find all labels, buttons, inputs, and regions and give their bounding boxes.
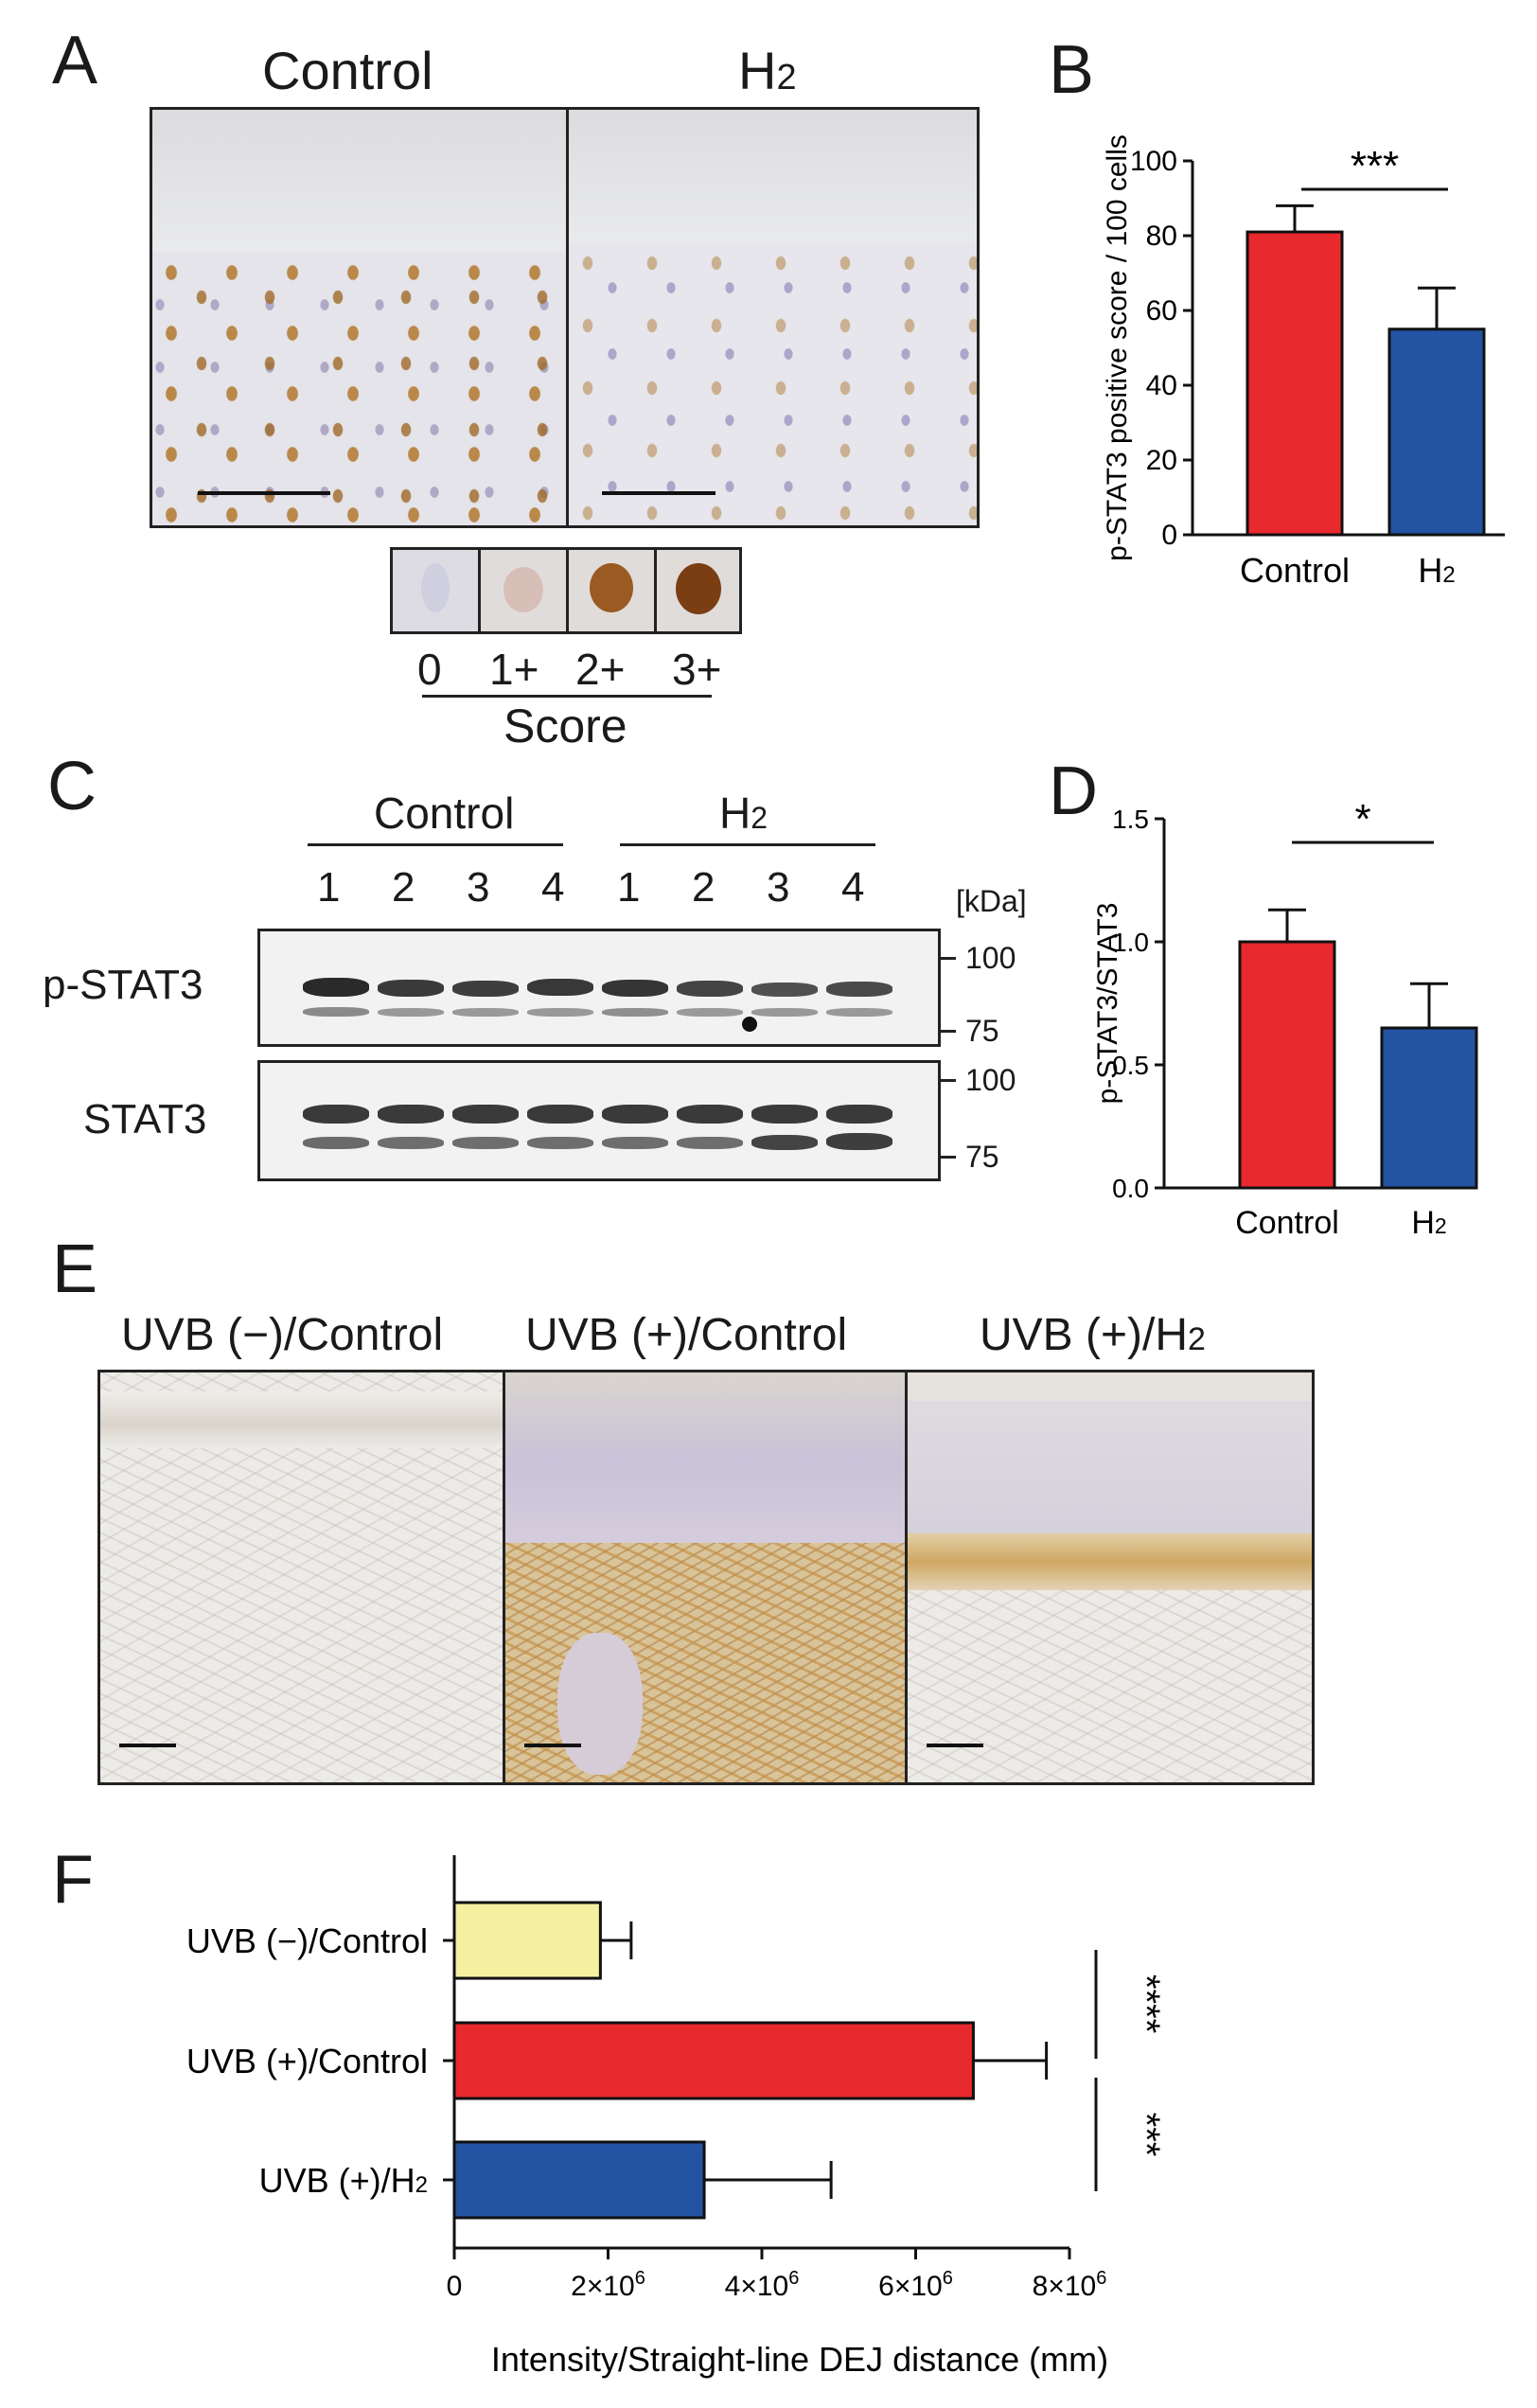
h2-stratum-corneum: [569, 110, 977, 242]
y-tick-label: 40: [1146, 370, 1177, 401]
control-stratum-corneum: [152, 110, 569, 252]
x-category-label: H2: [1418, 551, 1455, 590]
significance-marker: ****: [1125, 1974, 1167, 2033]
bar-row-2: [452, 2021, 975, 2100]
blot-group-h2-line: [620, 843, 875, 846]
blot-group-h2: H2: [719, 788, 768, 838]
lane-number: 2: [692, 864, 716, 911]
y-tick-label: 80: [1146, 221, 1177, 252]
uvb-neg-control-image: [100, 1372, 505, 1782]
significance-marker: ***: [1351, 143, 1399, 189]
blot-group-control: Control: [374, 788, 515, 838]
panel-e-micrographs: [97, 1370, 1315, 1785]
score-3-cell: [657, 550, 739, 631]
lane-number: 4: [541, 864, 565, 911]
y-tick-label: 60: [1146, 295, 1177, 327]
score-label-2: 2+: [575, 645, 626, 694]
x-category-label: Control: [1235, 1205, 1339, 1241]
y-tick-label: 0: [1161, 520, 1177, 551]
y-category-label: UVB (−)/Control: [186, 1921, 428, 1960]
x-tick-label: 0: [447, 2271, 463, 2302]
bar-h2: [1387, 328, 1486, 537]
blot-group-control-line: [308, 843, 563, 846]
x-tick-label: 4×106: [725, 2268, 800, 2302]
h2-epidermis-image: [569, 242, 977, 525]
panel-label-c: C: [47, 749, 97, 824]
uvb-pos-control-image: [505, 1372, 908, 1782]
y-category-label: UVB (+)/H2: [259, 2161, 428, 2200]
mw-marker: 75: [965, 1140, 999, 1174]
panel-label-d: D: [1049, 753, 1098, 829]
significance-marker: ***: [1125, 2113, 1167, 2157]
x-axis-label: Intensity/Straight-line DEJ distance (mm…: [491, 2340, 1108, 2379]
score-0-cell: [393, 550, 478, 631]
lane-number: 3: [467, 864, 490, 911]
panel-label-e: E: [52, 1231, 98, 1307]
y-tick-label: 1.0: [1112, 928, 1149, 957]
lane-number: 1: [317, 864, 341, 911]
score-label-1: 1+: [489, 645, 539, 694]
panel-a-micrographs: [150, 107, 980, 528]
scale-bar: [198, 491, 330, 495]
x-category-label: Control: [1240, 551, 1350, 590]
p-stat3-blot: [257, 929, 941, 1047]
panel-d-chart: 0.0 0.5 1.0 1.5 Control H2 * p-STAT3/STAT3: [1092, 800, 1478, 1241]
panel-a-h2-title: H2: [738, 41, 797, 100]
panel-f-chart: UVB (−)/Control UVB (+)/Control UVB (+)/H2…: [186, 1855, 1167, 2379]
y-tick-label: 0.5: [1112, 1051, 1149, 1080]
lane-number: 4: [841, 864, 865, 911]
bar-row-1: [452, 1901, 602, 1980]
x-tick-label: 2×106: [571, 2268, 645, 2302]
mw-marker: 100: [965, 941, 1016, 975]
uvb-pos-h2-image: [908, 1372, 1312, 1782]
y-tick-label: 20: [1146, 445, 1177, 476]
mw-marker: 100: [965, 1063, 1016, 1097]
significance-marker: *: [1354, 800, 1370, 842]
x-tick-label: 8×106: [1033, 2268, 1107, 2302]
bar-control: [1246, 230, 1344, 537]
stat3-blot: [257, 1060, 941, 1181]
x-tick-label: 6×106: [878, 2268, 953, 2302]
lane-number: 2: [392, 864, 415, 911]
bar-h2: [1380, 1026, 1478, 1190]
panel-a-control-title: Control: [262, 41, 433, 100]
scale-bar: [602, 491, 716, 495]
bar-control: [1238, 940, 1336, 1190]
panel-label-a: A: [52, 23, 98, 98]
y-category-label: UVB (+)/Control: [186, 2042, 428, 2080]
panel-b-chart: 0 20 40 60 80 100 Control H2 *** p-STAT3 positive…: [1102, 134, 1505, 590]
panel-e-title-uvb-pos-control: UVB (+)/Control: [525, 1310, 848, 1360]
row-label-stat3: STAT3: [83, 1096, 207, 1142]
y-axis-label: p-STAT3/STAT3: [1092, 903, 1123, 1105]
y-tick-label: 100: [1130, 146, 1177, 177]
y-tick-label: 0.0: [1112, 1174, 1149, 1203]
panel-label-f: F: [52, 1842, 94, 1918]
panel-e-title-uvb-pos-h2: UVB (+)/H2: [980, 1310, 1206, 1360]
score-title: Score: [504, 699, 627, 752]
row-label-p-stat3: p-STAT3: [43, 962, 203, 1008]
control-epidermis-image: [152, 252, 569, 525]
x-category-label: H2: [1411, 1205, 1446, 1241]
mw-marker: 75: [965, 1014, 999, 1048]
score-underline: [422, 695, 712, 698]
y-tick-label: 1.5: [1112, 805, 1149, 834]
lane-number: 3: [767, 864, 790, 911]
panel-e-title-uvb-neg-control: UVB (−)/Control: [121, 1310, 444, 1360]
kda-label: [kDa]: [956, 884, 1027, 918]
panel-label-b: B: [1049, 32, 1095, 108]
score-label-3: 3+: [672, 645, 722, 694]
score-1-cell: [481, 550, 566, 631]
score-2-cell: [569, 550, 654, 631]
bar-row-3: [452, 2140, 706, 2220]
score-label-0: 0: [417, 645, 442, 694]
micrograph-divider: [566, 110, 569, 525]
y-axis-label: p-STAT3 positive score / 100 cells: [1102, 134, 1133, 561]
score-inset: [390, 547, 742, 634]
lane-number: 1: [617, 864, 641, 911]
